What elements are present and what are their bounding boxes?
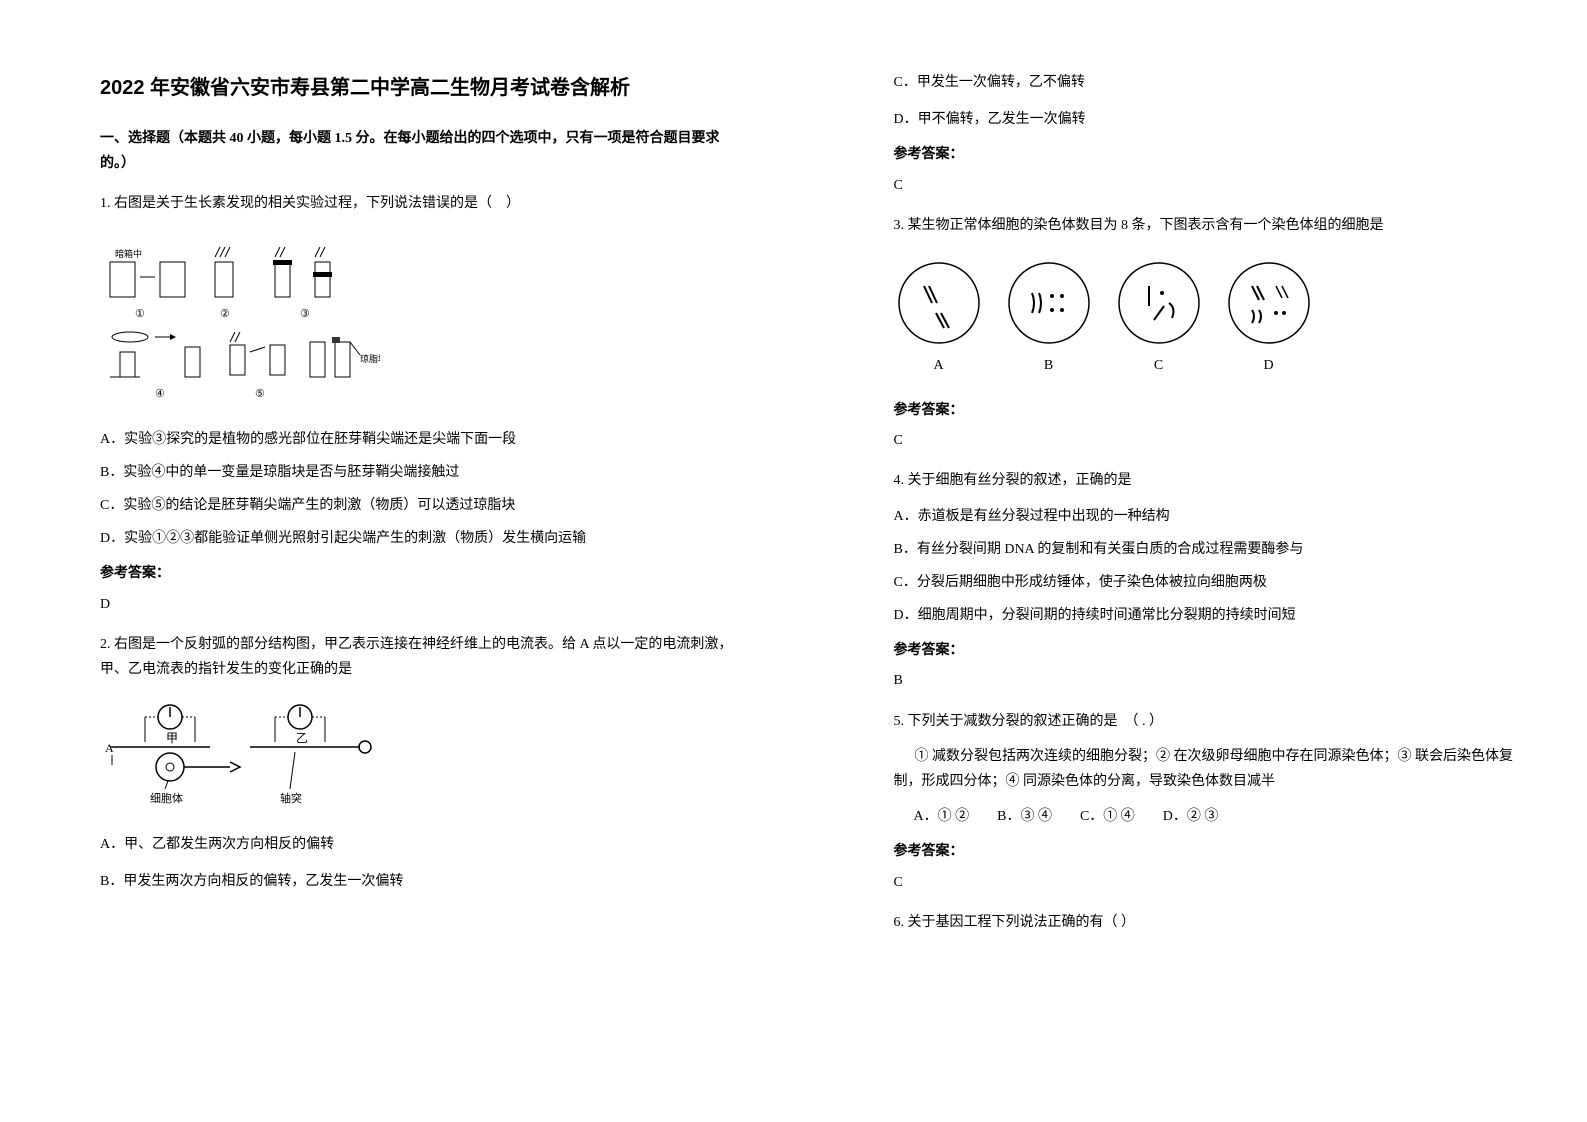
q2-option-a: A．甲、乙都发生两次方向相反的偏转: [100, 832, 744, 857]
q2-diagram: 甲 乙 A 细胞体 轴突: [100, 697, 400, 817]
q3-cell-d: D: [1224, 258, 1314, 378]
q5-stem: 5. 下列关于减数分裂的叙述正确的是 （ . ）: [894, 709, 1538, 734]
q4-option-a: A．赤道板是有丝分裂过程中出现的一种结构: [894, 504, 1538, 529]
q3-cell-c: C: [1114, 258, 1204, 378]
q2-answer-label: 参考答案：: [894, 142, 1538, 167]
left-column: 2022 年安徽省六安市寿县第二中学高二生物月考试卷含解析 一、选择题（本题共 …: [0, 0, 794, 1122]
q2-option-b: B．甲发生两次方向相反的偏转，乙发生一次偏转: [100, 869, 744, 894]
q3-label-d: D: [1263, 358, 1273, 373]
q4-option-d: D．细胞周期中，分裂间期的持续时间通常比分裂期的持续时间短: [894, 603, 1538, 628]
q4-option-b: B．有丝分裂间期 DNA 的复制和有关蛋白质的合成过程需要酶参与: [894, 537, 1538, 562]
q2-stem: 2. 右图是一个反射弧的部分结构图，甲乙表示连接在神经纤维上的电流表。给 A 点…: [100, 632, 744, 682]
q3-cell-a: A: [894, 258, 984, 378]
q1-option-d: D．实验①②③都能验证单侧光照射引起尖端产生的刺激（物质）发生横向运输: [100, 526, 744, 551]
q3-label-c: C: [1154, 358, 1163, 373]
svg-text:⑤: ⑤: [255, 388, 265, 400]
section-header: 一、选择题（本题共 40 小题，每小题 1.5 分。在每小题给出的四个选项中，只…: [100, 126, 744, 176]
page-title: 2022 年安徽省六安市寿县第二中学高二生物月考试卷含解析: [100, 70, 744, 106]
svg-text:细胞体: 细胞体: [150, 791, 183, 805]
q3-cell-b: B: [1004, 258, 1094, 378]
svg-text:轴突: 轴突: [280, 791, 302, 805]
q3-diagram: A B C: [894, 253, 1314, 383]
q1-option-b: B．实验④中的单一变量是琼脂块是否与胚芽鞘尖端接触过: [100, 460, 744, 485]
q4-answer: B: [894, 668, 1538, 693]
svg-text:④: ④: [155, 388, 165, 400]
q1-answer: D: [100, 592, 744, 617]
q3-stem: 3. 某生物正常体细胞的染色体数目为 8 条，下图表示含有一个染色体组的细胞是: [894, 213, 1538, 238]
q1-answer-label: 参考答案：: [100, 561, 744, 586]
svg-text:乙: 乙: [296, 731, 308, 745]
q2-option-c: C．甲发生一次偏转，乙不偏转: [894, 70, 1538, 95]
q2-option-d: D．甲不偏转，乙发生一次偏转: [894, 107, 1538, 132]
svg-text:①: ①: [135, 308, 145, 320]
q4-stem: 4. 关于细胞有丝分裂的叙述，正确的是: [894, 468, 1538, 493]
q3-label-a: A: [933, 358, 943, 373]
q3-label-b: B: [1044, 358, 1053, 373]
svg-text:暗箱中: 暗箱中: [115, 248, 142, 259]
q2-answer: C: [894, 173, 1538, 198]
q1-stem: 1. 右图是关于生长素发现的相关实验过程，下列说法错误的是（ ）: [100, 191, 744, 216]
svg-text:③: ③: [300, 308, 310, 320]
svg-text:A: A: [105, 741, 114, 755]
right-column: C．甲发生一次偏转，乙不偏转 D．甲不偏转，乙发生一次偏转 参考答案： C 3.…: [794, 0, 1587, 1122]
q3-answer-label: 参考答案：: [894, 398, 1538, 423]
q5-answer-label: 参考答案：: [894, 839, 1538, 864]
svg-text:琼脂块: 琼脂块: [360, 353, 380, 364]
q4-option-c: C．分裂后期细胞中形成纺锤体，使子染色体被拉向细胞两极: [894, 570, 1538, 595]
q5-answer: C: [894, 870, 1538, 895]
q6-stem: 6. 关于基因工程下列说法正确的有（ ）: [894, 910, 1538, 935]
q3-answer: C: [894, 428, 1538, 453]
q5-sub: ① 减数分裂包括两次连续的细胞分裂；② 在次级卵母细胞中存在同源染色体；③ 联会…: [894, 744, 1538, 794]
svg-text:甲: 甲: [166, 731, 178, 745]
q1-option-a: A．实验③探究的是植物的感光部位在胚芽鞘尖端还是尖端下面一段: [100, 427, 744, 452]
svg-text:②: ②: [220, 308, 230, 320]
q5-options: A．① ② B．③ ④ C．① ④ D．② ③: [914, 804, 1538, 829]
q4-answer-label: 参考答案：: [894, 638, 1538, 663]
q1-diagram: 暗箱中 ① ② ③: [100, 232, 380, 412]
q1-option-c: C．实验⑤的结论是胚芽鞘尖端产生的刺激（物质）可以透过琼脂块: [100, 493, 744, 518]
